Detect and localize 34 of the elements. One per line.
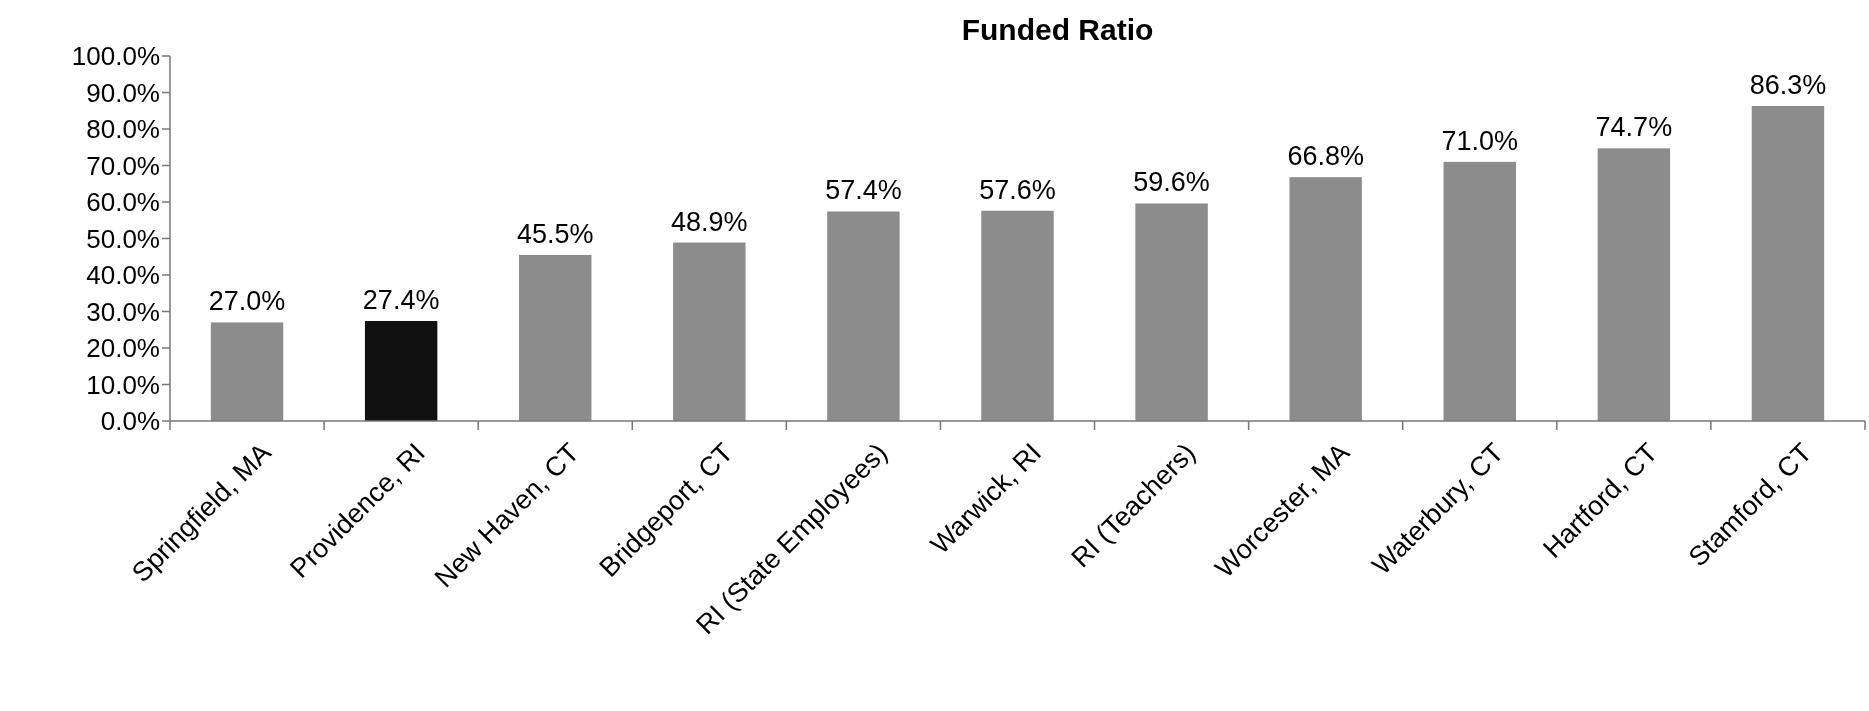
bar: [1135, 203, 1208, 421]
bar: [210, 322, 284, 421]
y-tick-label: 30.0%: [86, 296, 160, 327]
y-tick-label: 10.0%: [86, 369, 160, 400]
y-tick-label: 90.0%: [86, 77, 160, 108]
data-label: 66.8%: [1287, 141, 1364, 172]
y-tick-label: 60.0%: [86, 187, 160, 218]
data-label: 57.4%: [825, 175, 902, 206]
bar: [1597, 148, 1671, 421]
data-label: 74.7%: [1595, 112, 1673, 143]
y-tick-label: 40.0%: [86, 260, 160, 291]
y-tick-label: 50.0%: [86, 223, 160, 254]
bar: [673, 242, 746, 421]
data-label: 86.3%: [1749, 70, 1827, 100]
y-tick-label: 20.0%: [86, 333, 160, 364]
bar: [519, 254, 592, 421]
y-tick-label: 0.0%: [100, 406, 160, 437]
data-label: 59.6%: [1133, 167, 1210, 198]
y-tick-label: 100.0%: [71, 41, 160, 72]
data-label: 57.6%: [979, 174, 1056, 205]
bar: [1289, 177, 1362, 421]
bar: [1443, 161, 1516, 421]
data-label: 27.4%: [362, 284, 440, 315]
data-label: 71.0%: [1441, 125, 1519, 156]
bar: [364, 320, 438, 421]
bar: [1751, 106, 1825, 421]
chart-title: Funded Ratio: [961, 13, 1154, 46]
bar: [827, 211, 900, 421]
data-label: 27.0%: [208, 286, 286, 317]
data-label: 48.9%: [671, 206, 748, 237]
data-label: 45.5%: [516, 218, 594, 249]
bar: [981, 210, 1054, 421]
y-tick-label: 70.0%: [86, 150, 160, 181]
y-tick-label: 80.0%: [86, 114, 160, 145]
